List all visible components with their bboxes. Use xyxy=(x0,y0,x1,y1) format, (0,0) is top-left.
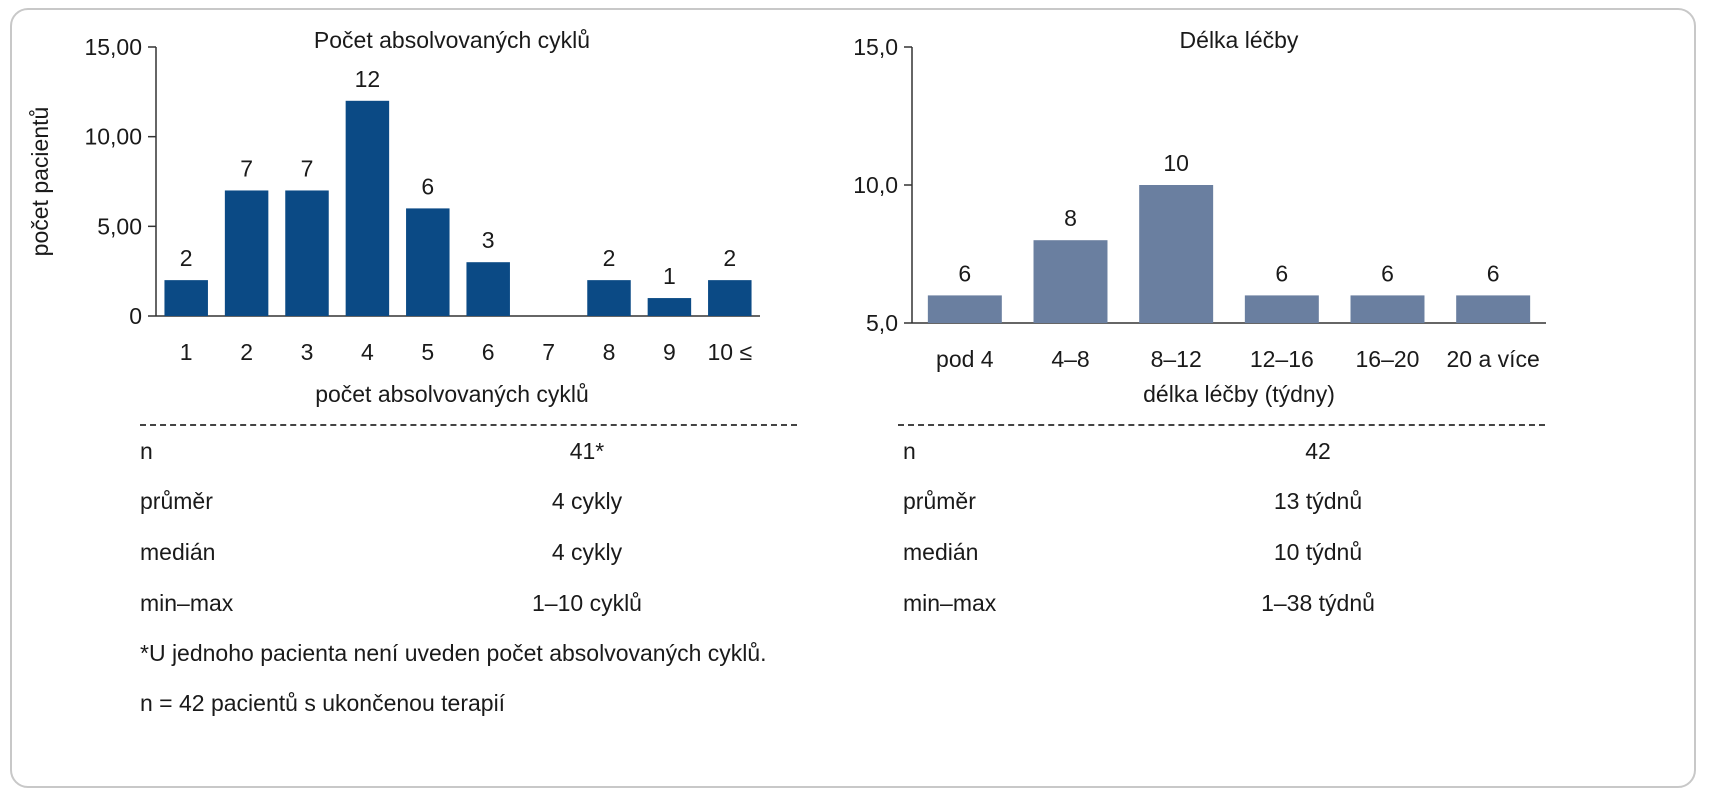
bar xyxy=(1244,295,1319,323)
stats-table-right: n 42 průměr 13 týdnů medián 10 týdnů min… xyxy=(903,438,1563,618)
divider-right xyxy=(898,424,1545,426)
data-label: 6 xyxy=(1487,260,1500,286)
x-tick-label: 5 xyxy=(421,339,434,365)
bar xyxy=(1139,185,1214,323)
x-tick-label: 1 xyxy=(180,339,193,365)
footnote-patient-count: n = 42 pacientů s ukončenou terapií xyxy=(140,690,506,716)
x-tick-label: 10 ≤ xyxy=(707,339,752,365)
bar xyxy=(466,262,510,316)
stats-row-value: 4 cykly xyxy=(551,488,623,514)
chart-duration: 5,0 10,0 15,0 6 pod 4 8 4–8 10 8–12 6 12–16 6 16–20 6… xyxy=(853,27,1546,407)
bar xyxy=(224,190,269,316)
y-tick-label: 0 xyxy=(129,303,142,329)
footnote-missing-cycles: *U jednoho pacienta není uveden počet ab… xyxy=(140,640,767,666)
bar xyxy=(164,280,208,316)
data-label: 6 xyxy=(421,173,434,199)
stats-row-value: 42 xyxy=(1305,438,1331,464)
x-axis-label: počet absolvovaných cyklů xyxy=(315,381,589,407)
x-tick-label: 16–20 xyxy=(1356,346,1420,372)
stats-row-label: n xyxy=(903,438,916,464)
x-axis-label: délka léčby (týdny) xyxy=(1143,381,1335,407)
stats-row-value: 10 týdnů xyxy=(1273,539,1363,565)
stats-row-label: průměr xyxy=(140,488,213,514)
chart-cycles: 0 5,00 10,00 15,00 2 1 7 2 7 3 12 4 6 5 3 6 7 2 8 1 9 2 10 ≤ Po… xyxy=(27,27,760,407)
stats-row-label: n xyxy=(140,438,153,464)
x-tick-label: 9 xyxy=(663,339,676,365)
bar xyxy=(587,280,631,316)
stats-row-value: 13 týdnů xyxy=(1273,488,1363,514)
data-label: 6 xyxy=(1381,260,1394,286)
x-tick-label: 2 xyxy=(240,339,253,365)
y-tick-label: 5,0 xyxy=(866,310,898,336)
bar xyxy=(1456,295,1531,323)
stats-row-label: min–max xyxy=(140,590,234,616)
stats-table-left: n 41* průměr 4 cykly medián 4 cykly min–… xyxy=(140,438,800,618)
bar xyxy=(345,100,390,316)
x-tick-label: pod 4 xyxy=(936,346,994,372)
y-tick-label: 15,0 xyxy=(853,34,898,60)
stats-row-value: 41* xyxy=(569,438,605,464)
stats-row-label: medián xyxy=(903,539,979,565)
data-label: 8 xyxy=(1064,205,1077,231)
x-tick-label: 8–12 xyxy=(1151,346,1202,372)
bar xyxy=(1033,240,1108,323)
data-label: 2 xyxy=(603,245,616,271)
stats-row-value: 1–38 týdnů xyxy=(1261,590,1375,616)
bar xyxy=(927,295,1002,323)
bar xyxy=(1350,295,1425,323)
data-label: 3 xyxy=(482,227,495,253)
data-label: 10 xyxy=(1163,150,1189,176)
y-tick-label: 10,00 xyxy=(84,124,142,150)
y-axis-label: počet pacientů xyxy=(27,107,53,257)
stats-row-label: min–max xyxy=(903,590,997,616)
x-tick-label: 8 xyxy=(603,339,616,365)
data-label: 7 xyxy=(301,155,314,181)
bar xyxy=(708,280,752,316)
x-tick-label: 6 xyxy=(482,339,495,365)
stats-row-label: průměr xyxy=(903,488,976,514)
divider-left xyxy=(140,424,797,426)
data-label: 6 xyxy=(1275,260,1288,286)
data-label: 7 xyxy=(240,155,253,181)
x-tick-label: 20 a více xyxy=(1446,346,1539,372)
data-label: 2 xyxy=(180,245,193,271)
stats-row-value: 1–10 cyklů xyxy=(532,590,642,616)
x-tick-label: 12–16 xyxy=(1250,346,1314,372)
data-label: 1 xyxy=(663,263,676,289)
x-tick-label: 4 xyxy=(361,339,374,365)
x-tick-label: 3 xyxy=(301,339,314,365)
y-tick-label: 5,00 xyxy=(97,213,142,239)
y-tick-label: 10,0 xyxy=(853,172,898,198)
bar xyxy=(406,208,450,316)
x-tick-label: 4–8 xyxy=(1051,346,1089,372)
x-tick-label: 7 xyxy=(542,339,555,365)
bar xyxy=(285,190,329,316)
data-label: 12 xyxy=(355,66,381,92)
y-tick-label: 15,00 xyxy=(84,34,142,60)
stats-row-label: medián xyxy=(140,539,216,565)
bar xyxy=(647,298,692,316)
data-label: 2 xyxy=(723,245,736,271)
stats-row-value: 4 cykly xyxy=(551,539,623,565)
figure-frame xyxy=(10,8,1696,788)
chart-title: Počet absolvovaných cyklů xyxy=(314,27,590,53)
data-label: 6 xyxy=(958,260,971,286)
chart-title: Délka léčby xyxy=(1180,27,1299,53)
